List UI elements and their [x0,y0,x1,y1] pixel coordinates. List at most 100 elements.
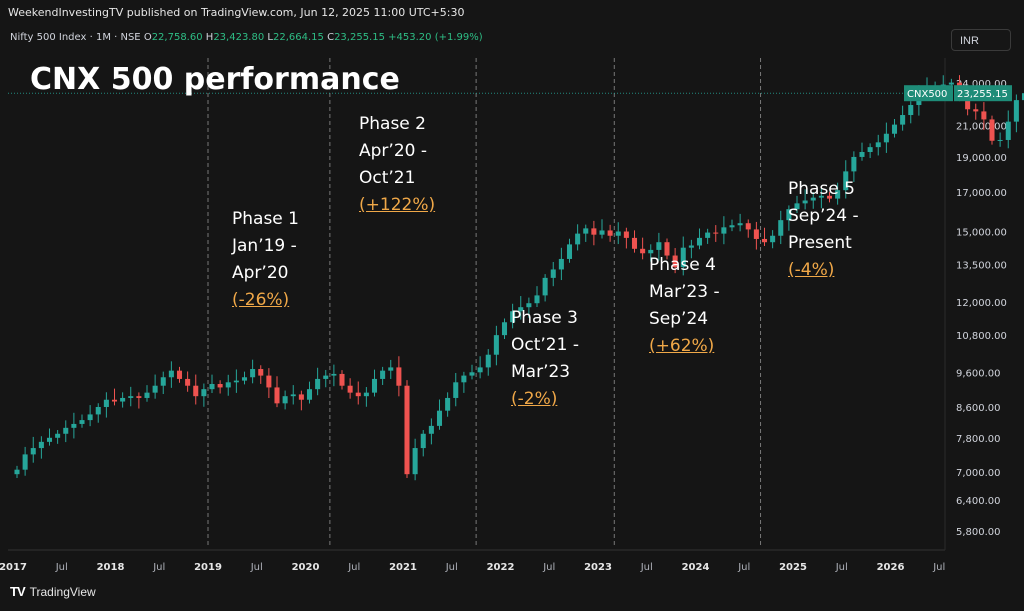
close-value: 23,255.15 [334,32,385,43]
candle-body [558,258,564,270]
candle-body [1021,93,1024,101]
candle-body [883,133,889,143]
y-tick-label: 12,000.00 [956,298,1007,309]
candle-body [648,249,654,254]
phase-4-pct: (+62%) [649,336,715,356]
high-label: H [205,32,214,43]
candle-body [217,384,223,388]
phase-1-name: Phase 1 [232,209,299,229]
low-label: L [267,32,273,43]
candle-body [965,97,971,110]
candle-body [826,195,833,199]
candle-body [388,367,394,371]
candle-body [152,385,158,393]
candle-body [859,152,865,157]
candle-body [583,228,589,234]
open-label: O [143,32,152,43]
phase-4-range: Mar’23 - [649,282,720,302]
x-tick-label: Jul [55,562,68,573]
candle-body [347,385,353,393]
candle-body [1005,121,1011,140]
phase-2-pct: (+122%) [359,195,436,215]
tradingview-footer[interactable]: TV TradingView [10,584,96,599]
y-tick-label: 13,500.00 [956,261,1007,272]
candle-body [688,245,694,248]
phase-5-range: Sep’24 - [788,206,859,226]
candle-body [233,380,239,383]
candle-body [436,410,443,426]
candle-body [810,197,816,201]
candle-body [87,414,93,421]
x-tick-label: 2021 [389,562,417,573]
candle-body [323,375,329,379]
candle-body [469,372,475,376]
x-tick-label: 2019 [194,562,222,573]
candle-body [680,247,686,268]
currency-button[interactable]: INR [951,29,1011,51]
candle-body [160,377,166,386]
candle-body [875,142,881,148]
candle-body [761,238,768,243]
x-tick-label: 2026 [877,562,905,573]
candle-body [1013,100,1019,122]
candle-body [298,394,304,400]
y-tick-label: 9,600.00 [956,368,1001,379]
candle-body [274,387,280,404]
symbol-label: Nifty 500 Index · 1M · NSE [10,32,141,43]
candle-body [111,399,118,402]
candle-body [835,190,841,199]
candle-body [201,389,207,397]
y-tick-label: 6,400.00 [956,496,1001,507]
candle-body [575,233,581,245]
candle-body [607,230,613,236]
candle-body [534,295,540,304]
phase-5-pct: (-4%) [788,260,835,280]
candle-body [266,375,272,388]
candle-body [786,209,792,221]
candle-body [193,385,199,397]
x-tick-label: Jul [347,562,360,573]
candle-body [973,109,979,112]
candle-body [38,441,44,449]
candle-body [225,382,231,388]
candle-body [79,420,85,424]
phase-4-end: Sep’24 [649,309,709,329]
candle-body [599,230,605,235]
candle-body [185,378,191,386]
candle-body [591,228,597,235]
candle-body [989,119,995,141]
candle-body [176,370,183,379]
candle-body [461,375,467,383]
candle-body [518,307,524,312]
x-tick-label: Jul [542,562,555,573]
y-tick-label: 5,800.00 [956,527,1001,538]
phase-4-annotation: Phase 4 Mar’23 - Sep’24 (+62%) [649,252,720,360]
candle-body [420,433,426,449]
y-tick-label: 17,000.00 [956,188,1007,199]
candle-body [339,373,345,386]
phase-5-annotation: Phase 5 Sep’24 - Present (-4%) [788,176,859,284]
candle-body [477,367,483,373]
candle-body [95,406,101,415]
last-price-tag [954,85,1012,102]
candle-body [550,269,556,278]
candle-body [997,139,1003,141]
phase-4-name: Phase 4 [649,255,716,275]
candle-body [46,437,53,442]
candle-body [136,396,142,398]
candle-body [566,244,573,259]
candle-body [331,373,337,376]
candle-body [908,105,914,116]
candle-body [891,124,898,134]
candle-body [640,248,646,254]
candle-body [306,389,313,400]
y-tick-label: 7,000.00 [956,468,1001,479]
close-label: C [327,32,335,43]
x-tick-label: Jul [640,562,653,573]
open-value: 22,758.60 [151,32,203,43]
candle-body [396,367,402,386]
x-tick-label: Jul [250,562,263,573]
candle-body [696,237,703,246]
